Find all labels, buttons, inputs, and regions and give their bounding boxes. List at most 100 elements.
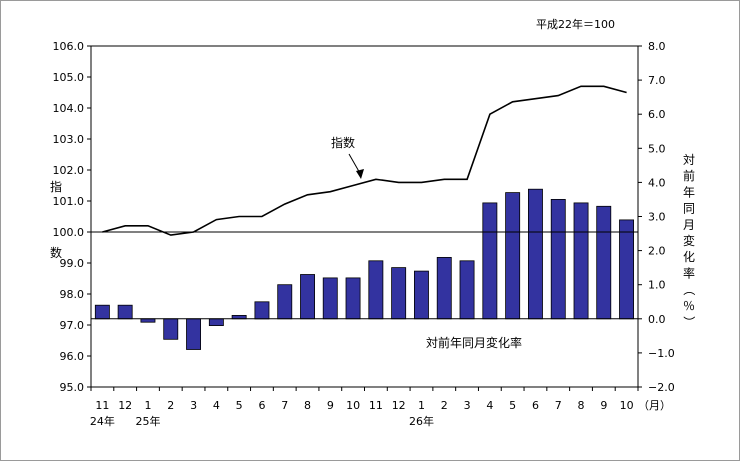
line-series-callout-arrow [348, 153, 364, 179]
x-tick-label-6: 5 [236, 399, 243, 412]
x-tick-label-11: 10 [346, 399, 360, 412]
bar-22 [596, 205, 612, 320]
year-labels: 24年 25年 26年 [90, 414, 434, 428]
x-tick-label-5: 4 [213, 399, 220, 412]
month-unit-label: （月） [638, 399, 671, 412]
plot-area [91, 46, 638, 387]
x-tick-label-18: 5 [509, 399, 516, 412]
x-tick-label-20: 7 [555, 399, 562, 412]
left-tick-label-8: 103.0 [53, 133, 85, 146]
right-axis-label-char-4: 月 [683, 218, 695, 232]
bar-15 [436, 256, 452, 320]
x-tick-label-8: 7 [281, 399, 288, 412]
bar-10 [322, 277, 338, 320]
bar-11 [345, 277, 361, 320]
right-axis-label-char-0: 対 [683, 153, 695, 167]
bar-12 [368, 260, 384, 320]
right-tick-label-1: −1.0 [648, 347, 675, 360]
left-tick-label-5: 100.0 [53, 226, 85, 239]
bar-4 [186, 318, 202, 350]
year-label-0: 24年 [90, 414, 115, 428]
x-tick-label-2: 1 [144, 399, 151, 412]
left-axis-label-top: 指 [50, 179, 62, 194]
bar-23 [619, 219, 635, 320]
right-tick-label-7: 5.0 [648, 142, 666, 155]
left-tick-label-11: 106.0 [53, 40, 85, 53]
line-series-label: 指数 [331, 135, 355, 150]
right-axis-label: 対前年同月変化率 （ ％ ） [682, 153, 696, 328]
left-tick-label-4: 99.0 [60, 257, 85, 270]
right-tick-label-4: 2.0 [648, 245, 666, 258]
bar-19 [528, 188, 543, 320]
x-tick-label-17: 4 [486, 399, 493, 412]
x-tick-label-9: 8 [304, 399, 311, 412]
right-axis-label-char-5: 変 [683, 233, 695, 248]
reference-line-group [91, 231, 638, 320]
left-axis-ticks: 95.0 96.0 97.0 98.0 99.0 100.0 101.0 102.0 103.0… [53, 40, 91, 394]
line-series [102, 85, 627, 236]
right-axis-label-char-1: 前 [683, 168, 695, 183]
bar-1 [117, 304, 133, 320]
bar-6 [231, 314, 247, 320]
right-axis-label-char-8: （ [682, 284, 696, 296]
bar-20 [550, 198, 566, 320]
x-tick-label-3: 2 [167, 399, 174, 412]
x-tick-label-13: 12 [392, 399, 406, 412]
bar-21 [573, 202, 589, 320]
right-axis-label-char-3: 同 [683, 202, 695, 216]
x-tick-label-22: 9 [600, 399, 607, 412]
right-tick-label-6: 4.0 [648, 176, 666, 189]
base-year-note: 平成22年＝100 [536, 17, 615, 31]
x-tick-label-21: 8 [578, 399, 585, 412]
left-tick-label-6: 101.0 [53, 195, 85, 208]
right-tick-label-9: 7.0 [648, 74, 666, 87]
x-tick-label-1: 12 [118, 399, 132, 412]
right-tick-label-3: 1.0 [648, 279, 666, 292]
bar-8 [277, 284, 293, 320]
x-tick-label-16: 3 [464, 399, 471, 412]
bar-3 [163, 318, 179, 340]
left-tick-label-3: 98.0 [60, 288, 85, 301]
bar-2 [140, 318, 156, 323]
right-tick-label-8: 6.0 [648, 108, 666, 121]
x-tick-label-0: 11 [95, 399, 109, 412]
left-tick-label-2: 97.0 [60, 319, 85, 332]
x-tick-label-23: 10 [620, 399, 634, 412]
x-tick-label-12: 11 [369, 399, 383, 412]
right-tick-label-5: 3.0 [648, 211, 666, 224]
bar-0 [94, 304, 110, 320]
left-tick-label-7: 102.0 [53, 164, 85, 177]
x-tick-label-19: 6 [532, 399, 539, 412]
bar-16 [459, 260, 475, 320]
left-tick-label-1: 96.0 [60, 350, 85, 363]
right-axis-label-char-7: 率 [683, 265, 695, 280]
right-axis-label-char-10: ） [682, 316, 696, 328]
bar-series-label: 対前年同月変化率 [426, 335, 522, 350]
plot-background [91, 46, 638, 387]
bar-14 [413, 270, 429, 320]
bar-18 [505, 192, 521, 320]
x-tick-label-10: 9 [327, 399, 334, 412]
right-tick-label-2: 0.0 [648, 313, 666, 326]
bar-9 [300, 274, 316, 320]
x-tick-label-4: 3 [190, 399, 197, 412]
x-axis-ticks: 11 12 1 2 3 4 5 6 7 8 9 10 11 12 1 2 3 4 5 6 7 8 9 10 [90, 387, 639, 412]
right-tick-label-10: 8.0 [648, 40, 666, 53]
year-label-1: 25年 [135, 414, 160, 428]
x-tick-label-14: 1 [418, 399, 425, 412]
bar-13 [391, 267, 407, 320]
right-axis-label-char-9: ％ [683, 299, 695, 313]
bar-5 [208, 318, 224, 326]
right-axis-ticks: −2.0 −1.0 0.0 1.0 2.0 3.0 4.0 5.0 6.0 7.0 8.0 [638, 40, 675, 394]
left-tick-label-10: 105.0 [53, 71, 85, 84]
right-tick-label-0: −2.0 [648, 381, 675, 394]
index-line [102, 85, 627, 236]
bar-17 [482, 202, 498, 320]
left-axis-label-bottom: 数 [50, 245, 62, 260]
left-tick-label-9: 104.0 [53, 102, 85, 115]
right-axis-label-char-2: 年 [683, 185, 695, 199]
right-axis-label-char-6: 化 [683, 250, 695, 264]
bar-7 [254, 301, 270, 320]
